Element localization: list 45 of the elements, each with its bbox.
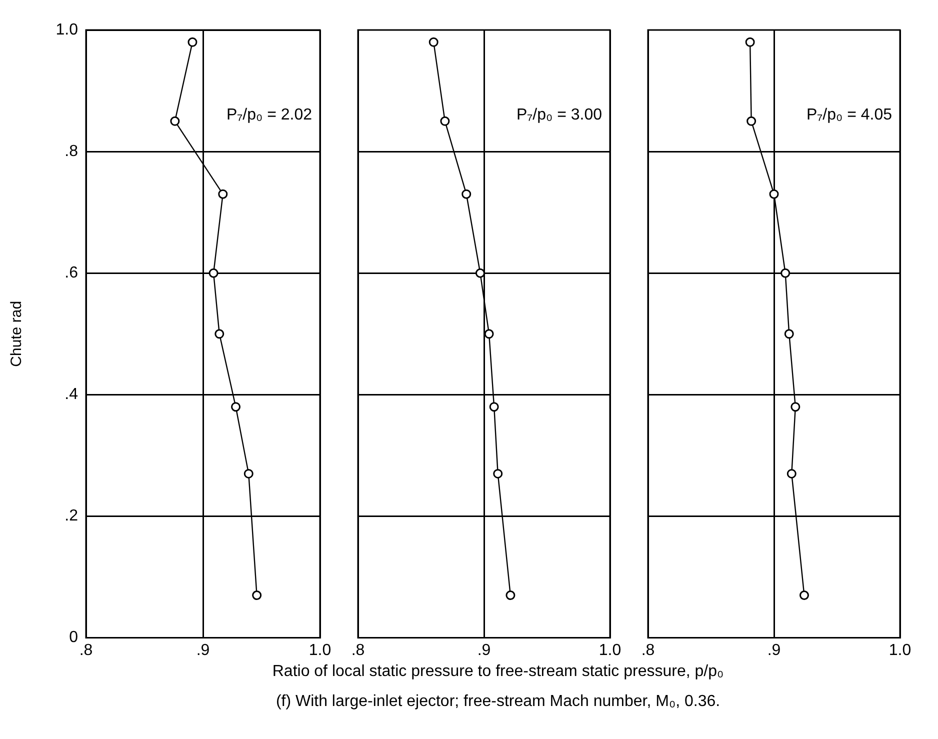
y-tick-label: .2: [64, 508, 78, 525]
y-tick-label: 0: [69, 629, 78, 646]
point: [440, 116, 450, 126]
x-tick-label: .9: [196, 642, 210, 659]
x-tick-label: .8: [351, 642, 365, 659]
annotation: P₇/p₀ = 4.05: [806, 106, 892, 124]
point: [489, 402, 499, 412]
point: [188, 37, 198, 47]
point: [784, 329, 794, 339]
x-tick-label: .9: [767, 642, 781, 659]
x-tick-label: 1.0: [598, 642, 622, 659]
point: [769, 189, 779, 199]
x-tick-label: 1.0: [308, 642, 332, 659]
point: [428, 37, 438, 47]
point: [244, 468, 254, 478]
point: [786, 468, 796, 478]
point: [170, 116, 180, 126]
point: [462, 189, 472, 199]
point: [780, 268, 790, 278]
point: [231, 402, 241, 412]
x-tick-label: .8: [641, 642, 655, 659]
y-tick-label: 1.0: [56, 21, 78, 38]
point: [799, 590, 809, 600]
point: [208, 268, 218, 278]
annotation: P₇/p₀ = 2.02: [226, 106, 312, 124]
point: [746, 116, 756, 126]
y-axis-title: Chute rad: [8, 300, 26, 367]
x-axis-title: Ratio of local static pressure to free-stream static pressure, p/p₀: [271, 663, 725, 681]
x-tick-label: .9: [477, 642, 491, 659]
point: [506, 590, 516, 600]
point: [475, 268, 485, 278]
point: [214, 329, 224, 339]
y-tick-label: .8: [64, 142, 78, 160]
point: [218, 189, 228, 199]
x-tick-label: 1.0: [888, 642, 912, 659]
x-tick-label: .8: [79, 642, 93, 659]
text: (f) With large-inlet ejector; free-stream Mach number, M₀, 0.36.: [274, 693, 722, 711]
point: [252, 590, 262, 600]
y-tick-label: .4: [64, 386, 78, 404]
y-tick-label: .6: [64, 264, 78, 282]
annotation: P₇/p₀ = 3.00: [516, 106, 602, 124]
point: [745, 37, 755, 47]
point: [484, 329, 494, 339]
point: [790, 402, 800, 412]
point: [493, 468, 503, 478]
